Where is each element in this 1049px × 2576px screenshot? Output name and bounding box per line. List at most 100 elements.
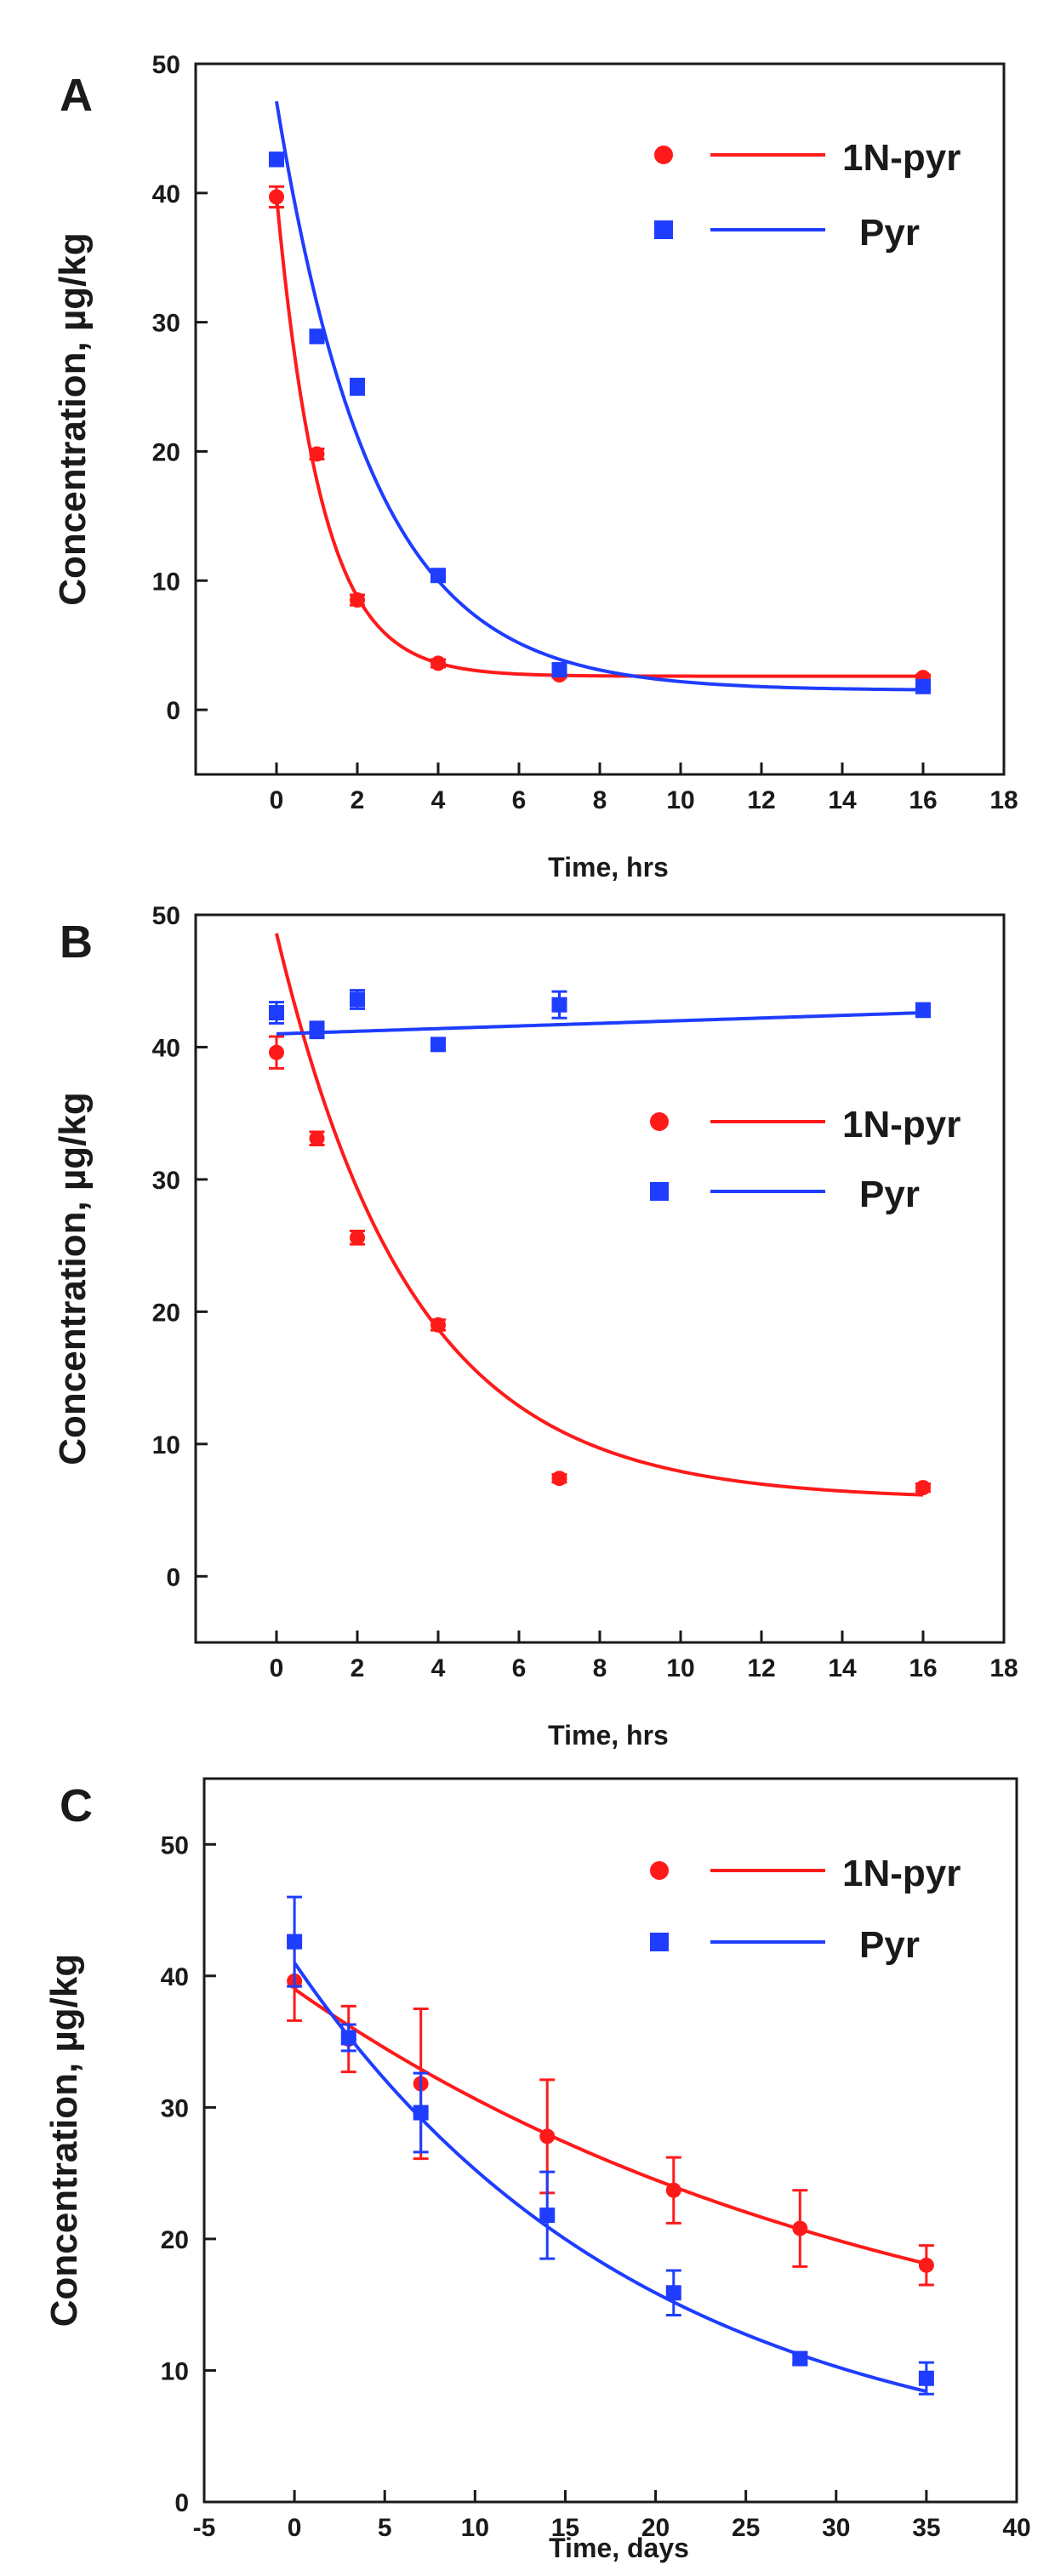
x-tick-label: 10 <box>666 786 694 814</box>
point-1n-pyr <box>792 2220 808 2236</box>
x-tick-label: 8 <box>593 1654 607 1682</box>
x-axis-title: Time, hrs <box>548 1720 669 1751</box>
fit-line-pyr <box>275 100 924 692</box>
y-tick-label: 20 <box>152 438 180 466</box>
point-pyr <box>551 662 567 678</box>
x-tick-label: 10 <box>461 2514 489 2542</box>
x-tick-label: 6 <box>512 786 527 814</box>
y-axis-title: Concentration, µg/kg <box>43 1954 85 2327</box>
point-pyr <box>915 678 931 694</box>
x-tick-label: 18 <box>989 1654 1018 1682</box>
fit-line-pyr <box>276 1011 924 1036</box>
y-axis-title: Concentration, µg/kg <box>52 1092 94 1465</box>
x-tick-label: -5 <box>193 2514 216 2542</box>
point-1n-pyr <box>430 1317 446 1333</box>
legend-label-pyr: Pyr <box>859 212 920 254</box>
x-tick-label: 12 <box>747 1654 775 1682</box>
x-tick-label: 0 <box>270 1654 284 1682</box>
x-tick-label: 5 <box>378 2514 392 2542</box>
point-pyr <box>918 2370 934 2386</box>
point-1n-pyr <box>430 655 446 671</box>
legend-marker-1n-pyr <box>654 146 673 164</box>
point-pyr <box>915 1002 931 1018</box>
y-axis-title: Concentration, µg/kg <box>52 232 94 605</box>
point-pyr <box>430 568 446 584</box>
panel-A: 0 2 4 6 8 10 12 14 16 18 0 10 20 30 40 50 Time, hrs Conce… <box>52 51 1018 882</box>
point-pyr <box>287 1933 303 1950</box>
point-pyr <box>309 1022 325 1038</box>
point-pyr <box>350 991 365 1008</box>
x-tick-label: 35 <box>912 2514 940 2542</box>
y-tick-label: 30 <box>152 1167 180 1195</box>
y-tick-label: 50 <box>152 902 180 930</box>
legend-marker-pyr <box>650 1182 669 1201</box>
y-tick-label: 20 <box>152 1299 180 1327</box>
x-tick-label: 40 <box>1002 2514 1030 2542</box>
x-tick-label: 4 <box>431 786 446 814</box>
point-1n-pyr <box>309 446 325 462</box>
y-tick-label: 10 <box>152 568 180 596</box>
y-tick-label: 0 <box>174 2489 189 2517</box>
legend-marker-1n-pyr <box>650 1861 669 1880</box>
y-tick-label: 50 <box>161 1831 189 1859</box>
x-tick-label: 15 <box>551 2514 579 2542</box>
y-tick-label: 20 <box>161 2226 189 2254</box>
x-tick-label: 12 <box>747 786 775 814</box>
y-tick-label: 30 <box>152 310 180 338</box>
panel-B: 0 2 4 6 8 10 12 14 16 18 0 10 20 30 40 50 Time, hrs Conce… <box>52 902 1018 1751</box>
legend-label-pyr: Pyr <box>859 1924 920 1966</box>
x-axis-title: Time, days <box>549 2533 689 2563</box>
x-tick-label: 8 <box>593 786 607 814</box>
point-1n-pyr <box>269 189 284 205</box>
x-tick-label: 25 <box>732 2514 760 2542</box>
point-pyr <box>309 328 325 345</box>
x-tick-label: 10 <box>666 1654 694 1682</box>
x-tick-label: 0 <box>288 2514 302 2542</box>
point-pyr <box>792 2350 808 2367</box>
legend-marker-1n-pyr <box>650 1112 669 1131</box>
point-pyr <box>539 2208 556 2224</box>
point-pyr <box>269 1005 284 1021</box>
point-1n-pyr <box>915 1480 931 1496</box>
point-pyr <box>350 379 365 395</box>
y-tick-label: 40 <box>152 1034 180 1062</box>
point-1n-pyr <box>665 2182 681 2198</box>
point-1n-pyr <box>350 1230 365 1246</box>
fit-line-1n-pyr <box>275 195 923 678</box>
point-pyr <box>340 2030 356 2046</box>
x-tick-label: 0 <box>270 786 284 814</box>
y-tick-label: 40 <box>152 180 180 208</box>
legend-label-1n-pyr: 1N-pyr <box>842 1104 961 1145</box>
legend-marker-pyr <box>650 1933 669 1951</box>
y-tick-label: 10 <box>161 2357 189 2385</box>
panel-letter: A <box>60 70 93 121</box>
plot-frame <box>202 1777 1018 2504</box>
point-pyr <box>665 2285 681 2301</box>
x-tick-label: 20 <box>641 2514 670 2542</box>
x-tick-label: 6 <box>512 1654 527 1682</box>
point-1n-pyr <box>309 1130 325 1146</box>
x-tick-label: 14 <box>828 786 857 814</box>
x-axis-title: Time, hrs <box>548 852 669 882</box>
x-tick-label: 2 <box>351 1654 365 1682</box>
x-tick-label: 16 <box>909 1654 937 1682</box>
legend-label-pyr: Pyr <box>859 1174 920 1215</box>
y-tick-label: 0 <box>166 697 180 725</box>
fit-line-1n-pyr <box>293 1987 927 2265</box>
y-tick-label: 0 <box>166 1563 180 1591</box>
y-tick-label: 30 <box>161 2094 189 2122</box>
legend-label-1n-pyr: 1N-pyr <box>842 1853 961 1894</box>
fit-line-1n-pyr <box>275 933 924 1497</box>
panel-letter: C <box>60 1780 93 1831</box>
y-tick-label: 50 <box>152 51 180 79</box>
point-pyr <box>269 151 284 168</box>
point-1n-pyr <box>350 592 365 608</box>
point-pyr <box>551 997 567 1013</box>
point-1n-pyr <box>539 2128 556 2145</box>
y-tick-label: 10 <box>152 1431 180 1459</box>
x-tick-label: 4 <box>431 1654 446 1682</box>
x-tick-label: 18 <box>989 786 1018 814</box>
x-tick-label: 16 <box>909 786 937 814</box>
